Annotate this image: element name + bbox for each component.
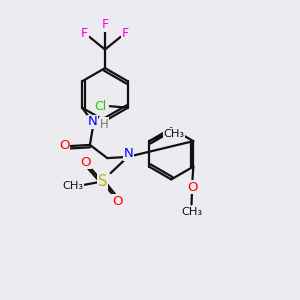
Text: O: O: [188, 181, 198, 194]
Text: N: N: [88, 115, 97, 128]
Text: F: F: [122, 27, 129, 40]
Text: CH₃: CH₃: [63, 181, 84, 191]
Text: Cl: Cl: [95, 100, 107, 113]
Text: F: F: [81, 27, 88, 40]
Text: CH₃: CH₃: [181, 207, 202, 217]
Text: O: O: [112, 194, 122, 208]
Text: N: N: [124, 147, 133, 160]
Text: O: O: [59, 139, 69, 152]
Text: O: O: [80, 155, 91, 169]
Text: S: S: [98, 174, 107, 189]
Text: H: H: [100, 118, 108, 131]
Text: CH₃: CH₃: [163, 129, 184, 139]
Text: F: F: [101, 18, 109, 31]
